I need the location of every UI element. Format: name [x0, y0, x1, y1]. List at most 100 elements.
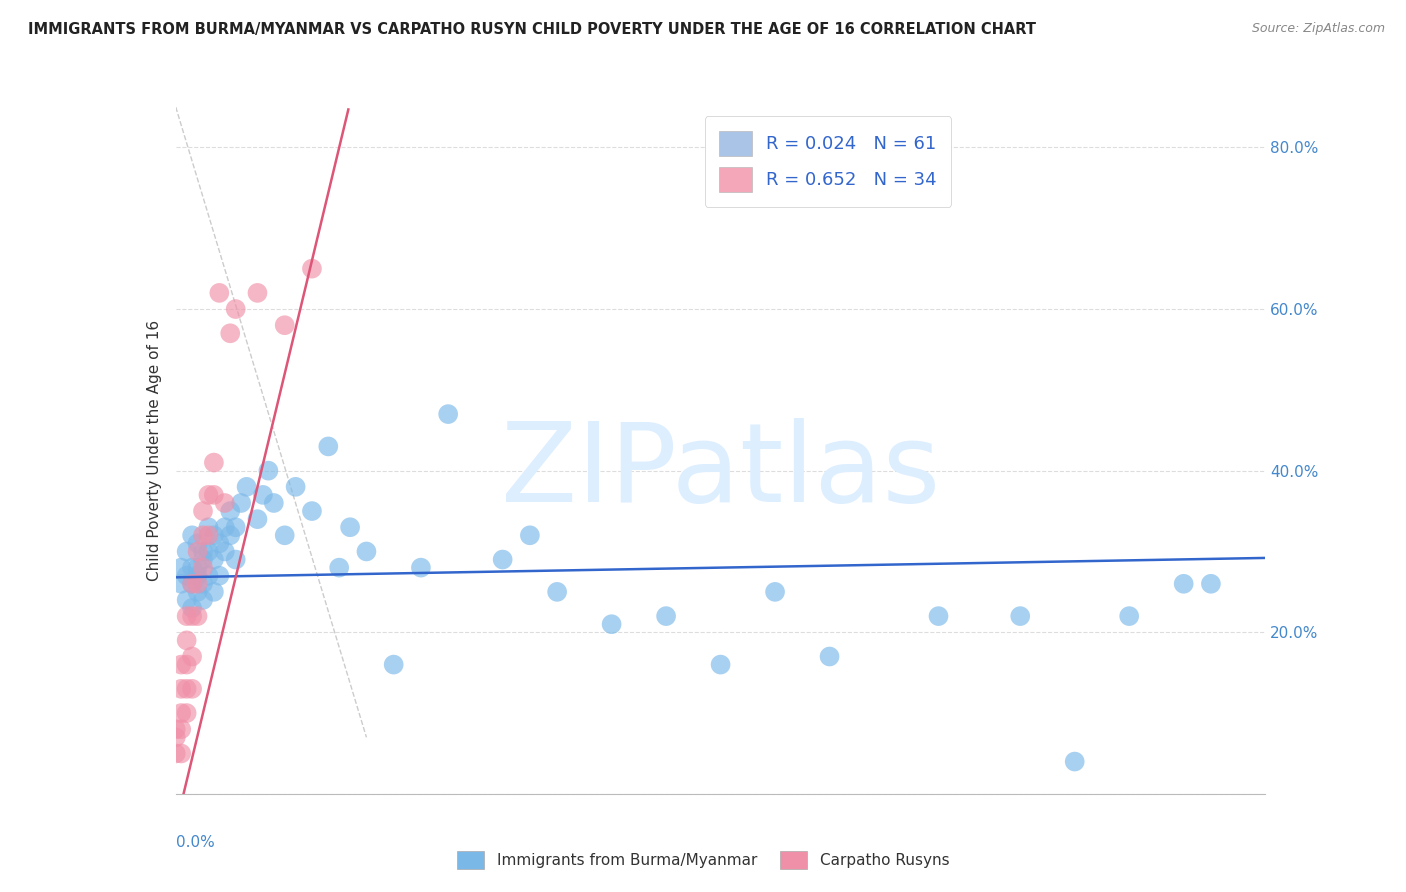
Point: [165, 731, 187, 745]
Point: [339, 520, 361, 534]
Point: [186, 576, 209, 591]
Legend: Immigrants from Burma/Myanmar, Carpatho Rusyns: Immigrants from Burma/Myanmar, Carpatho …: [451, 845, 955, 875]
Point: [197, 544, 219, 558]
Point: [1063, 755, 1085, 769]
Point: [197, 568, 219, 582]
Point: [170, 723, 193, 737]
Point: [191, 593, 214, 607]
Point: [170, 706, 193, 720]
Point: [818, 649, 841, 664]
Point: [274, 528, 297, 542]
Point: [165, 747, 187, 761]
Point: [214, 520, 236, 534]
Point: [318, 439, 340, 453]
Point: [181, 528, 204, 542]
Point: [409, 560, 432, 574]
Point: [274, 318, 297, 333]
Point: [186, 568, 209, 582]
Point: [214, 544, 236, 558]
Point: [165, 723, 187, 737]
Point: [219, 528, 242, 542]
Point: [356, 544, 378, 558]
Point: [191, 504, 214, 518]
Point: [1173, 576, 1195, 591]
Point: [655, 609, 678, 624]
Point: [301, 504, 323, 518]
Y-axis label: Child Poverty Under the Age of 16: Child Poverty Under the Age of 16: [146, 320, 162, 581]
Point: [191, 560, 214, 574]
Legend: R = 0.024   N = 61, R = 0.652   N = 34: R = 0.024 N = 61, R = 0.652 N = 34: [704, 116, 952, 207]
Point: [252, 488, 274, 502]
Point: [186, 585, 209, 599]
Point: [170, 560, 193, 574]
Point: [202, 552, 225, 566]
Point: [437, 407, 460, 421]
Point: [328, 560, 350, 574]
Point: [219, 326, 242, 341]
Point: [208, 536, 231, 550]
Point: [191, 552, 214, 566]
Point: [519, 528, 541, 542]
Point: [170, 657, 193, 672]
Point: [246, 512, 269, 526]
Point: [492, 552, 515, 566]
Point: [170, 747, 193, 761]
Point: [176, 568, 198, 582]
Point: [176, 657, 198, 672]
Point: [202, 456, 225, 470]
Point: [170, 576, 193, 591]
Point: [176, 706, 198, 720]
Point: [176, 593, 198, 607]
Point: [186, 536, 209, 550]
Point: [301, 261, 323, 276]
Point: [191, 544, 214, 558]
Point: [197, 520, 219, 534]
Point: [170, 681, 193, 696]
Point: [214, 496, 236, 510]
Point: [176, 544, 198, 558]
Point: [225, 301, 247, 316]
Point: [181, 560, 204, 574]
Point: [181, 609, 204, 624]
Point: [197, 528, 219, 542]
Point: [235, 480, 257, 494]
Text: ZIPatlas: ZIPatlas: [501, 417, 941, 524]
Point: [219, 504, 242, 518]
Point: [186, 560, 209, 574]
Point: [1118, 609, 1140, 624]
Point: [202, 528, 225, 542]
Point: [181, 601, 204, 615]
Point: [181, 576, 204, 591]
Point: [928, 609, 950, 624]
Point: [176, 609, 198, 624]
Point: [202, 488, 225, 502]
Point: [1199, 576, 1222, 591]
Point: [181, 649, 204, 664]
Point: [763, 585, 786, 599]
Point: [186, 544, 209, 558]
Point: [225, 552, 247, 566]
Point: [231, 496, 253, 510]
Point: [1010, 609, 1032, 624]
Point: [202, 585, 225, 599]
Point: [181, 681, 204, 696]
Point: [546, 585, 568, 599]
Point: [208, 568, 231, 582]
Point: [197, 488, 219, 502]
Point: [191, 576, 214, 591]
Point: [181, 576, 204, 591]
Point: [382, 657, 405, 672]
Point: [263, 496, 285, 510]
Point: [710, 657, 733, 672]
Point: [225, 520, 247, 534]
Text: 0.0%: 0.0%: [176, 835, 215, 850]
Text: Source: ZipAtlas.com: Source: ZipAtlas.com: [1251, 22, 1385, 36]
Point: [246, 285, 269, 300]
Point: [176, 681, 198, 696]
Point: [257, 464, 280, 478]
Text: IMMIGRANTS FROM BURMA/MYANMAR VS CARPATHO RUSYN CHILD POVERTY UNDER THE AGE OF 1: IMMIGRANTS FROM BURMA/MYANMAR VS CARPATH…: [28, 22, 1036, 37]
Point: [186, 609, 209, 624]
Point: [284, 480, 307, 494]
Point: [600, 617, 623, 632]
Point: [208, 285, 231, 300]
